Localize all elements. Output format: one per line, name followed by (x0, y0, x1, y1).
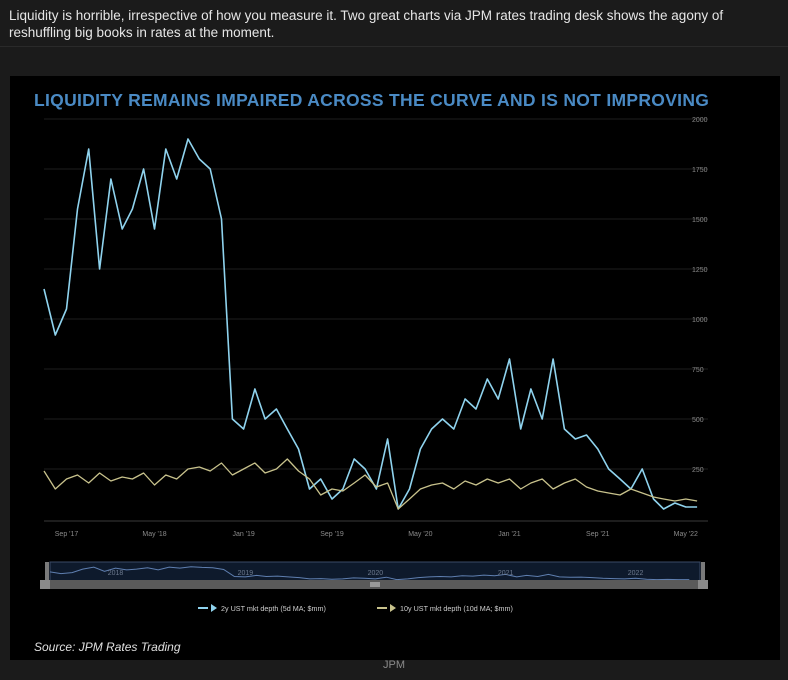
navigator-year-label: 2020 (368, 570, 384, 577)
post-text: Liquidity is horrible, irrespective of h… (9, 8, 724, 40)
x-tick-label: Sep '19 (320, 531, 344, 538)
x-tick-label: May '22 (674, 531, 698, 538)
chart-figure: LIQUIDITY REMAINS IMPAIRED ACROSS THE CU… (10, 76, 780, 660)
scrollbar-left-arrow (40, 580, 50, 589)
y-tick-label: 1750 (692, 167, 708, 174)
x-tick-label: Jan '19 (232, 531, 254, 538)
chart-title: LIQUIDITY REMAINS IMPAIRED ACROSS THE CU… (34, 90, 710, 110)
x-tick-label: Sep '17 (55, 531, 79, 538)
x-tick-label: Jan '21 (498, 531, 520, 538)
navigator-year-label: 2019 (238, 570, 254, 577)
navigator-right-handle (701, 562, 705, 582)
scrollbar-thumb (370, 582, 380, 587)
source-note: Source: JPM Rates Trading (34, 640, 181, 654)
legend-label: 10y UST mkt depth (10d MA; $mm) (400, 604, 513, 613)
series-10y-line (43, 458, 698, 510)
x-tick-label: May '18 (142, 531, 166, 538)
y-tick-label: 750 (692, 367, 704, 374)
navigator-year-label: 2021 (498, 570, 514, 577)
y-tick-label: 1000 (692, 317, 708, 324)
y-tick-label: 250 (692, 467, 704, 474)
navigator-year-label: 2022 (628, 570, 644, 577)
legend-marker-icon (390, 604, 396, 612)
navigator-year-label: 2018 (108, 570, 124, 577)
divider (0, 46, 788, 47)
x-tick-label: May '20 (408, 531, 432, 538)
chart-svg: 250 500 750 1000 1250 1500 1750 2000 Sep '17 May … (40, 117, 708, 613)
scrollbar-right-arrow (698, 580, 708, 589)
x-tick-label: Sep '21 (586, 531, 610, 538)
y-tick-label: 500 (692, 417, 704, 424)
series-2y-line (43, 138, 698, 510)
legend-marker-icon (211, 604, 217, 612)
image-caption: JPM (383, 659, 405, 671)
navigator-series-line (49, 566, 690, 581)
navigator-left-handle (45, 562, 49, 582)
y-tick-label: 2000 (692, 117, 708, 124)
y-tick-label: 1500 (692, 217, 708, 224)
y-tick-label: 1250 (692, 267, 708, 274)
legend-label: 2y UST mkt depth (5d MA; $mm) (221, 604, 326, 613)
